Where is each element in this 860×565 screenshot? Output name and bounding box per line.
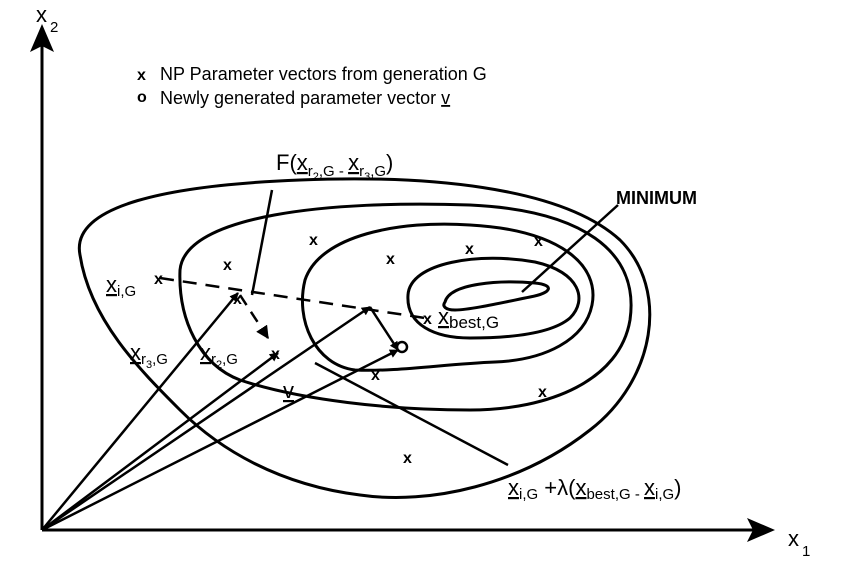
population-point: x — [534, 233, 543, 250]
population-point: x — [309, 232, 318, 249]
xr3-g: ,G — [152, 351, 168, 368]
population-point: x — [371, 367, 380, 384]
f-r2: r — [308, 163, 313, 180]
population-point: x — [223, 257, 232, 274]
contour-outer — [77, 177, 652, 499]
xbest-x: x — [438, 304, 449, 329]
xi-g-label: xi,G — [106, 272, 136, 300]
population-point-xi: x — [154, 271, 163, 288]
arrow-mutant-to-new — [368, 306, 400, 351]
xi-sub: i,G — [117, 283, 136, 300]
xr2-x: x — [200, 340, 211, 365]
contour-core — [406, 256, 581, 340]
xr3-g-label: xr3,G — [130, 340, 168, 371]
population-point: x — [403, 450, 412, 467]
xbest-g-label: xbest,G — [438, 304, 499, 332]
f-r3: r — [359, 163, 364, 180]
xr2-g: ,G — [222, 351, 238, 368]
formula-x1: x — [508, 475, 519, 500]
population-point-xbest: x — [423, 311, 432, 328]
arrow-to-mutant-base — [41, 305, 371, 532]
x1-axis-label: x1 — [788, 526, 810, 560]
f-r3-g: ,G — [370, 163, 386, 180]
dashed-difference-vector — [238, 294, 270, 340]
legend-item-population: NP Parameter vectors from generation G — [160, 64, 487, 84]
arrow-to-xr2 — [41, 352, 279, 531]
formula-sub1: i,G — [519, 486, 538, 503]
vector-arrows — [41, 189, 619, 532]
xr3-index: 3 — [146, 359, 152, 371]
contour-middle — [178, 202, 633, 412]
contour-minimum — [442, 280, 550, 312]
arrow-to-xr3 — [41, 292, 239, 531]
f-x2: x — [348, 150, 359, 175]
population-point-xr3: x — [233, 291, 242, 308]
legend-vector-v: v — [441, 88, 450, 108]
x2-axis-arrowhead — [30, 24, 54, 52]
xr2-r: r — [211, 351, 216, 368]
minimum-label: MINIMUM — [616, 188, 697, 208]
xr2-index: 2 — [216, 359, 222, 371]
xbest-sub: best,G — [449, 313, 499, 332]
contour-lines — [77, 177, 652, 499]
x1-axis-letter: x — [788, 526, 799, 551]
x2-axis-label: x2 — [36, 2, 58, 36]
axes — [30, 24, 775, 542]
formula-lambda: λ — [557, 475, 568, 500]
f-r2-g: ,G — [319, 163, 335, 180]
formula-x3: x — [644, 475, 655, 500]
formula-minus: - — [631, 486, 644, 503]
mutation-formula-label: xi,G +λ(xbest,G - xi,G) — [508, 475, 682, 503]
v-label: v — [283, 378, 294, 403]
xr2-g-label: xr2,G — [200, 340, 238, 371]
formula-sub2: best,G — [586, 486, 630, 503]
formula-x2: x — [575, 475, 586, 500]
legend: x NP Parameter vectors from generation G… — [137, 64, 487, 108]
f-difference-label: F(xr2,G - xr3,G) — [276, 150, 393, 183]
legend-item-new-vector: Newly generated parameter vector v — [160, 88, 450, 108]
formula-plus: + — [538, 475, 557, 500]
pointer-minimum — [521, 204, 619, 293]
x2-axis-index: 2 — [50, 19, 58, 36]
xr3-x: x — [130, 340, 141, 365]
x1-axis-arrowhead — [747, 518, 775, 542]
population-point-xr2: x — [271, 346, 280, 363]
f-close: ) — [386, 150, 393, 175]
dashed-xi-to-xbest — [159, 276, 426, 320]
legend-item-new-vector-text: Newly generated parameter vector — [160, 88, 441, 108]
population-point: x — [465, 241, 474, 258]
legend-x-marker: x — [137, 67, 146, 84]
pointer-f-label — [250, 189, 274, 296]
x2-axis-letter: x — [36, 2, 47, 27]
x1-axis-index: 1 — [802, 543, 810, 560]
population-markers: x x x x x x x x x x x x — [154, 232, 547, 467]
xr3-r: r — [141, 351, 146, 368]
formula-close: ) — [674, 475, 681, 500]
f-x1: x — [297, 150, 308, 175]
f-r2-index: 2 — [313, 171, 319, 183]
formula-open: ( — [568, 475, 576, 500]
contour-inner — [300, 222, 595, 372]
arrow-to-new-vector — [41, 348, 399, 532]
new-parameter-vector-marker — [395, 340, 409, 354]
pointer-formula — [314, 361, 509, 467]
f-prefix: F( — [276, 150, 297, 175]
legend-o-marker: o — [137, 89, 147, 106]
population-point: x — [538, 384, 547, 401]
population-point: x — [386, 251, 395, 268]
xi-x: x — [106, 272, 117, 297]
formula-sub3: i,G — [655, 486, 674, 503]
f-minus: - — [335, 163, 348, 180]
f-r3-index: 3 — [364, 171, 370, 183]
